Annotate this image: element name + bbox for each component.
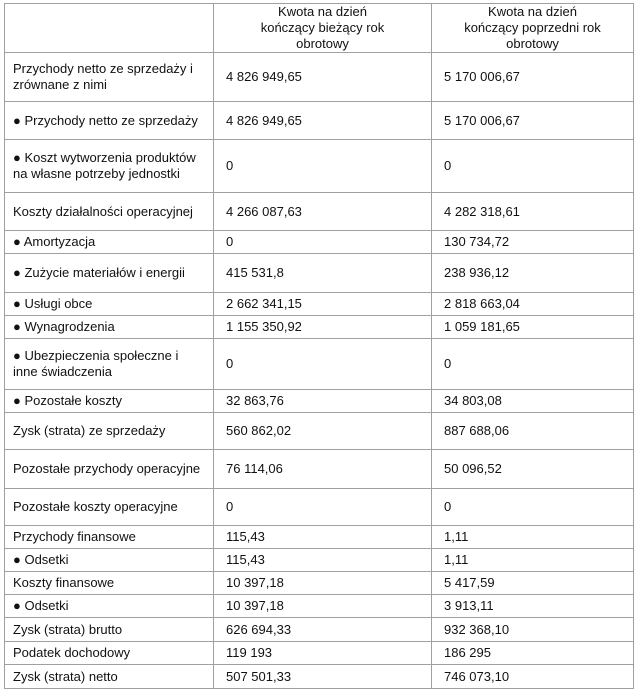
- financial-table: Kwota na dzień kończący bieżący rok obro…: [4, 3, 634, 689]
- table-row: Zysk (strata) brutto 626 694,33 932 368,10: [4, 617, 634, 642]
- previous-year-value: 50 096,52: [431, 449, 634, 489]
- table-row: ● Amortyzacja 0 130 734,72: [4, 230, 634, 254]
- previous-year-value: 0: [431, 488, 634, 526]
- row-label: ● Usługi obce: [4, 292, 214, 316]
- table-row: ● Pozostałe koszty 32 863,76 34 803,08: [4, 389, 634, 413]
- current-year-value: 115,43: [213, 525, 432, 549]
- row-label: ● Odsetki: [4, 594, 214, 618]
- table-row: Przychody finansowe 115,43 1,11: [4, 525, 634, 549]
- previous-year-value: 4 282 318,61: [431, 192, 634, 231]
- row-label: ● Wynagrodzenia: [4, 315, 214, 339]
- table-row: ● Usługi obce 2 662 341,15 2 818 663,04: [4, 292, 634, 316]
- previous-year-value: 5 170 006,67: [431, 52, 634, 102]
- table-row: ● Ubezpieczenia społeczne i inne świadcz…: [4, 338, 634, 390]
- current-year-value: 0: [213, 230, 432, 254]
- current-year-value: 4 826 949,65: [213, 52, 432, 102]
- row-label: Podatek dochodowy: [4, 641, 214, 665]
- current-year-value: 560 862,02: [213, 412, 432, 450]
- row-label: Zysk (strata) ze sprzedaży: [4, 412, 214, 450]
- table-row: Pozostałe koszty operacyjne 0 0: [4, 488, 634, 526]
- previous-year-value: 34 803,08: [431, 389, 634, 413]
- current-year-value: 415 531,8: [213, 253, 432, 293]
- current-year-value: 0: [213, 488, 432, 526]
- header-row: Kwota na dzień kończący bieżący rok obro…: [4, 3, 634, 53]
- row-label: ● Amortyzacja: [4, 230, 214, 254]
- table-row: ● Odsetki 115,43 1,11: [4, 548, 634, 572]
- current-year-value: 626 694,33: [213, 617, 432, 642]
- current-year-value: 507 501,33: [213, 664, 432, 689]
- row-label: ● Odsetki: [4, 548, 214, 572]
- current-year-value: 115,43: [213, 548, 432, 572]
- current-year-value: 32 863,76: [213, 389, 432, 413]
- previous-year-value: 238 936,12: [431, 253, 634, 293]
- current-year-value: 0: [213, 139, 432, 193]
- table-row: Koszty finansowe 10 397,18 5 417,59: [4, 571, 634, 595]
- previous-year-value: 5 417,59: [431, 571, 634, 595]
- previous-year-value: 2 818 663,04: [431, 292, 634, 316]
- current-year-value: 4 826 949,65: [213, 101, 432, 140]
- previous-year-value: 0: [431, 338, 634, 390]
- table-row: Koszty działalności operacyjnej 4 266 087…: [4, 192, 634, 231]
- current-year-value: 0: [213, 338, 432, 390]
- table-row: ● Wynagrodzenia 1 155 350,92 1 059 181,65: [4, 315, 634, 339]
- row-label: Pozostałe koszty operacyjne: [4, 488, 214, 526]
- previous-year-value: 5 170 006,67: [431, 101, 634, 140]
- previous-year-value: 1,11: [431, 548, 634, 572]
- header-label: [4, 3, 214, 53]
- row-label: Zysk (strata) netto: [4, 664, 214, 689]
- table-row: ● Koszt wytworzenia produktów na własne …: [4, 139, 634, 193]
- previous-year-value: 130 734,72: [431, 230, 634, 254]
- current-year-value: 76 114,06: [213, 449, 432, 489]
- row-label: ● Zużycie materiałów i energii: [4, 253, 214, 293]
- current-year-value: 119 193: [213, 641, 432, 665]
- table-row: ● Przychody netto ze sprzedaży 4 826 949,…: [4, 101, 634, 140]
- row-label: ● Pozostałe koszty: [4, 389, 214, 413]
- row-label: ● Przychody netto ze sprzedaży: [4, 101, 214, 140]
- row-label: Przychody netto ze sprzedaży i zrównane …: [4, 52, 214, 102]
- row-label: Koszty działalności operacyjnej: [4, 192, 214, 231]
- header-current-year: Kwota na dzień kończący bieżący rok obro…: [213, 3, 432, 53]
- previous-year-value: 1,11: [431, 525, 634, 549]
- current-year-value: 10 397,18: [213, 594, 432, 618]
- row-label: Przychody finansowe: [4, 525, 214, 549]
- row-label: Pozostałe przychody operacyjne: [4, 449, 214, 489]
- table-row: Pozostałe przychody operacyjne 76 114,06 5…: [4, 449, 634, 489]
- table-row: ● Odsetki 10 397,18 3 913,11: [4, 594, 634, 618]
- previous-year-value: 186 295: [431, 641, 634, 665]
- row-label: Zysk (strata) brutto: [4, 617, 214, 642]
- current-year-value: 1 155 350,92: [213, 315, 432, 339]
- table-row: Zysk (strata) netto 507 501,33 746 073,10: [4, 664, 634, 689]
- table-row: Zysk (strata) ze sprzedaży 560 862,02 887 …: [4, 412, 634, 450]
- table-row: ● Zużycie materiałów i energii 415 531,8 2…: [4, 253, 634, 293]
- row-label: Koszty finansowe: [4, 571, 214, 595]
- current-year-value: 4 266 087,63: [213, 192, 432, 231]
- header-previous-year: Kwota na dzień kończący poprzedni rok ob…: [431, 3, 634, 53]
- previous-year-value: 0: [431, 139, 634, 193]
- table-row: Przychody netto ze sprzedaży i zrównane …: [4, 52, 634, 102]
- table-row: Podatek dochodowy 119 193 186 295: [4, 641, 634, 665]
- row-label: ● Ubezpieczenia społeczne i inne świadcz…: [4, 338, 214, 390]
- row-label: ● Koszt wytworzenia produktów na własne …: [4, 139, 214, 193]
- previous-year-value: 746 073,10: [431, 664, 634, 689]
- previous-year-value: 3 913,11: [431, 594, 634, 618]
- previous-year-value: 932 368,10: [431, 617, 634, 642]
- previous-year-value: 1 059 181,65: [431, 315, 634, 339]
- current-year-value: 10 397,18: [213, 571, 432, 595]
- previous-year-value: 887 688,06: [431, 412, 634, 450]
- current-year-value: 2 662 341,15: [213, 292, 432, 316]
